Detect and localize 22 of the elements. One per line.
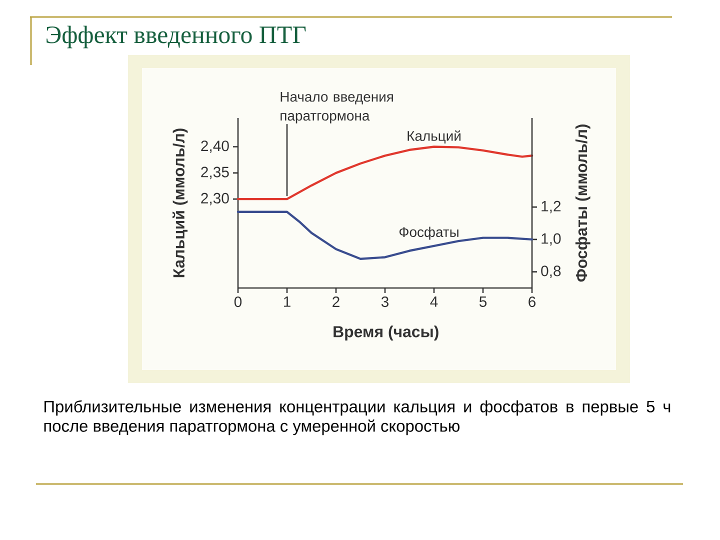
- y2-tick-label: 1,2: [542, 200, 561, 214]
- x-tick-label: 5: [479, 296, 487, 307]
- annotation: Начало введения паратгормона: [280, 92, 393, 124]
- x-tick-label: 0: [234, 296, 242, 308]
- x-tick-label: 3: [381, 296, 389, 308]
- y-axis-title: Кальций (ммоль/л): [172, 128, 188, 278]
- chart-title: Эффект введенного ПТГ: [46, 26, 306, 48]
- x-tick-label: 4: [430, 296, 438, 307]
- x-axis-title: Время (часы): [334, 326, 438, 340]
- series-label: Кальций: [408, 130, 460, 144]
- y-tick-label: 2,40: [201, 140, 229, 153]
- x-tick-label: 6: [528, 296, 536, 308]
- series-label: Фосфаты: [399, 226, 458, 240]
- x-tick-label: 1: [284, 296, 290, 307]
- x-tick-label: 2: [332, 296, 340, 307]
- y2-tick-label: 1,0: [542, 233, 561, 246]
- y-tick-label: 2,30: [201, 192, 229, 206]
- text: Приблизительные изменения концентрации кальция и фосфатов в первые 5 ч после введения паратгормона с умеренной скоростью: [44, 400, 670, 436]
- y-tick-label: 2,35: [201, 166, 229, 180]
- line-series: [236, 210, 534, 260]
- y2-axis-title: Фосфаты (ммоль/л): [575, 124, 590, 282]
- y2-tick-label: 0,8: [541, 266, 561, 278]
